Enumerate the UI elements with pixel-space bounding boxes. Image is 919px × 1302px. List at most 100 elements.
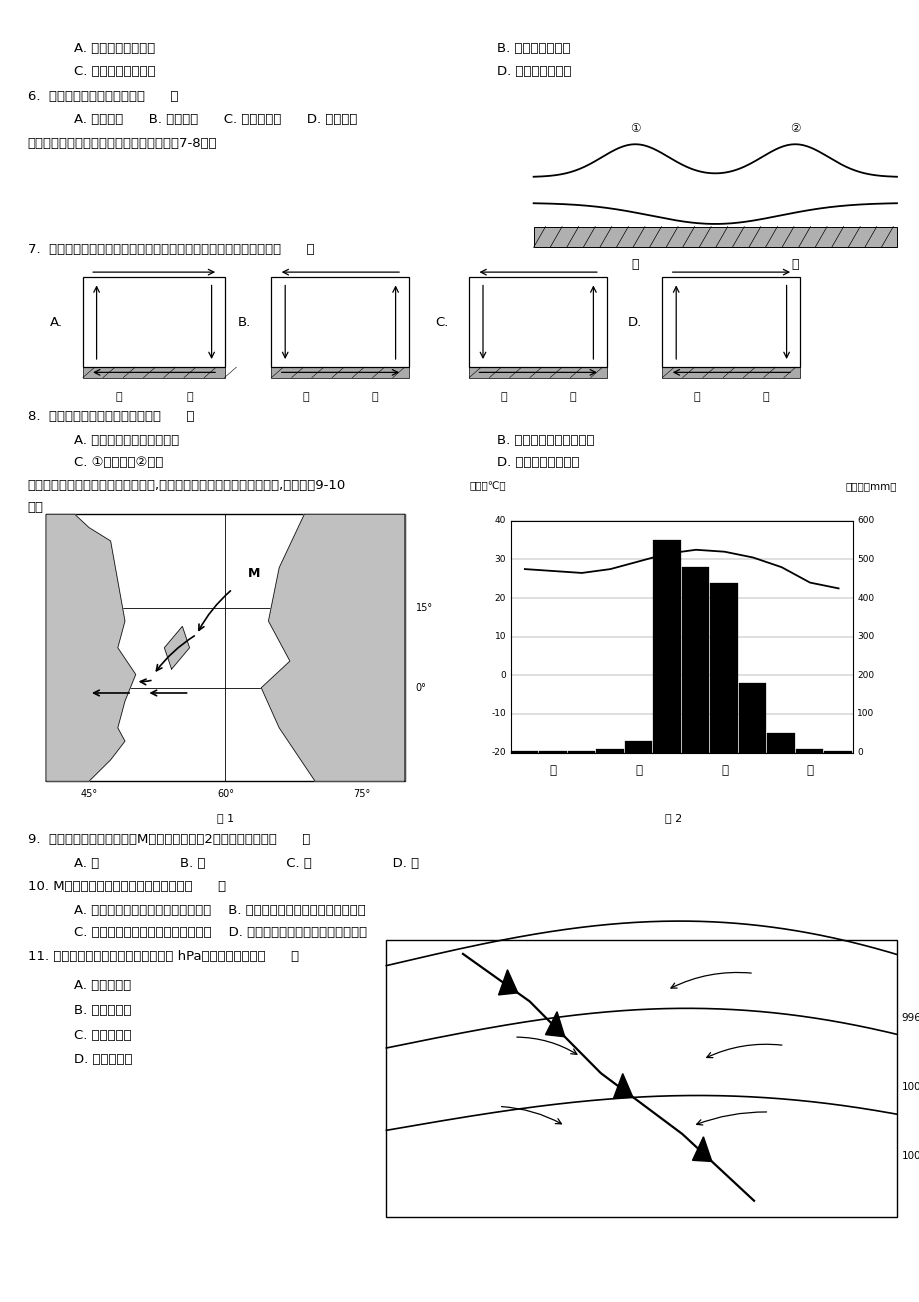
Text: 600: 600 <box>857 517 874 525</box>
Text: 11. 如图为局部天气系统示意图（单位 hPa），图中锋面是（      ）: 11. 如图为局部天气系统示意图（单位 hPa），图中锋面是（ ） <box>28 950 299 963</box>
Bar <box>795 749 823 753</box>
Text: 降水量（mm）: 降水量（mm） <box>845 480 896 491</box>
Text: B. 北半球冷锋: B. 北半球冷锋 <box>74 1004 131 1017</box>
Text: 乙: 乙 <box>569 392 575 402</box>
Bar <box>662 367 800 378</box>
Bar <box>386 940 896 1217</box>
Text: A. 太阳直射点南移，受东北信风控制    B. 副热带高压南移，受盛行西风控制: A. 太阳直射点南移，受东北信风控制 B. 副热带高压南移，受盛行西风控制 <box>74 904 365 917</box>
Text: B. 红海面积将变小: B. 红海面积将变小 <box>496 42 570 55</box>
Polygon shape <box>165 626 189 669</box>
Polygon shape <box>613 1074 632 1099</box>
Text: 乙: 乙 <box>635 764 641 777</box>
Text: 甲: 甲 <box>693 392 699 402</box>
Bar <box>539 751 566 753</box>
Text: 甲: 甲 <box>550 764 556 777</box>
Bar <box>46 514 404 781</box>
Text: 丁: 丁 <box>806 764 812 777</box>
Text: D. 甲地可能形成台风: D. 甲地可能形成台风 <box>496 456 579 469</box>
Text: 图 2: 图 2 <box>664 812 682 823</box>
Text: 图１为某海域某季节洋流分布示意图,图２为该海域沿岸Ｍ地气候资料图,读图完成9-10: 图１为某海域某季节洋流分布示意图,图２为该海域沿岸Ｍ地气候资料图,读图完成9-1… <box>28 479 346 492</box>
Text: A. 北半球暖锋: A. 北半球暖锋 <box>74 979 130 992</box>
Bar <box>709 582 737 753</box>
Text: 乙: 乙 <box>762 392 768 402</box>
Text: A.: A. <box>50 316 62 328</box>
Text: D. 庐山多陡崖绝壁: D. 庐山多陡崖绝壁 <box>496 65 571 78</box>
Bar <box>83 277 225 367</box>
Polygon shape <box>261 514 404 781</box>
Bar <box>469 367 607 378</box>
Text: 甲: 甲 <box>631 258 639 271</box>
Bar <box>662 277 800 367</box>
Bar <box>533 227 896 247</box>
Text: C. 喜马拉雅山脉高大: C. 喜马拉雅山脉高大 <box>74 65 155 78</box>
Text: 乙: 乙 <box>371 392 378 402</box>
Polygon shape <box>46 514 136 781</box>
Text: 45°: 45° <box>80 789 97 799</box>
Bar <box>510 751 538 753</box>
Text: ①: ① <box>630 122 640 135</box>
Text: 1004: 1004 <box>901 1151 919 1161</box>
Text: 200: 200 <box>857 671 874 680</box>
Text: A. 甲地为海洋，乙地为陆地: A. 甲地为海洋，乙地为陆地 <box>74 434 178 447</box>
Text: 996: 996 <box>901 1013 919 1022</box>
Text: C. 气压带风带北移，受赤道低压控制    D. 气压带风带北移，受西南季风控制: C. 气压带风带北移，受赤道低压控制 D. 气压带风带北移，受西南季风控制 <box>74 926 367 939</box>
Text: A. 大气辐射      B. 地面辐射      C. 大气逆辐射      D. 太阳辐射: A. 大气辐射 B. 地面辐射 C. 大气逆辐射 D. 太阳辐射 <box>74 113 357 126</box>
Text: 甲: 甲 <box>115 392 121 402</box>
Text: C. 南半球暖锋: C. 南半球暖锋 <box>74 1029 131 1042</box>
Bar <box>469 277 607 367</box>
Text: 气温（℃）: 气温（℃） <box>469 480 505 491</box>
Text: 乙: 乙 <box>790 258 798 271</box>
Text: 500: 500 <box>857 555 874 564</box>
Text: B.: B. <box>238 316 251 328</box>
Bar <box>271 277 409 367</box>
Text: 0: 0 <box>857 749 862 756</box>
Text: 400: 400 <box>857 594 874 603</box>
Text: 甲: 甲 <box>302 392 309 402</box>
Text: A. 甲                   B. 乙                   C. 丙                   D. 丁: A. 甲 B. 乙 C. 丙 D. 丁 <box>74 857 418 870</box>
Text: 6.  对流层大气的直接热源是（      ）: 6. 对流层大气的直接热源是（ ） <box>28 90 178 103</box>
Text: -20: -20 <box>491 749 505 756</box>
Text: 10. M地此时气候特征的形成主要是因为（      ）: 10. M地此时气候特征的形成主要是因为（ ） <box>28 880 225 893</box>
Bar <box>823 751 851 753</box>
Text: D. 南半球冷锋: D. 南半球冷锋 <box>74 1053 132 1066</box>
Bar <box>738 684 766 753</box>
Polygon shape <box>498 970 517 995</box>
Text: 100: 100 <box>857 710 874 719</box>
Text: M: M <box>247 566 260 579</box>
Text: 300: 300 <box>857 633 874 641</box>
Text: 丙: 丙 <box>720 764 727 777</box>
Text: 8.  关于示意图的叙述，正确的是（      ）: 8. 关于示意图的叙述，正确的是（ ） <box>28 410 194 423</box>
Bar <box>596 749 623 753</box>
Text: 40: 40 <box>494 517 505 525</box>
Bar <box>652 540 680 753</box>
Text: 0°: 0° <box>415 682 426 693</box>
Bar <box>766 733 794 753</box>
Polygon shape <box>545 1012 564 1036</box>
Text: C. ①处气压比②处高: C. ①处气压比②处高 <box>74 456 163 469</box>
Text: B. 乙地可能出现阴雨天气: B. 乙地可能出现阴雨天气 <box>496 434 594 447</box>
Text: A. 地中海面积将变大: A. 地中海面积将变大 <box>74 42 154 55</box>
Text: D.: D. <box>628 316 641 328</box>
Text: ②: ② <box>789 122 800 135</box>
Bar <box>681 568 709 753</box>
Text: 15°: 15° <box>415 603 433 613</box>
Text: 30: 30 <box>494 555 505 564</box>
Text: 0: 0 <box>500 671 505 680</box>
Text: 读下图甲、乙两地等压面分布示意图，回答7-8题。: 读下图甲、乙两地等压面分布示意图，回答7-8题。 <box>28 137 217 150</box>
Bar <box>271 367 409 378</box>
Text: C.: C. <box>435 316 448 328</box>
Text: 60°: 60° <box>217 789 233 799</box>
Text: 甲: 甲 <box>500 392 506 402</box>
Text: 乙: 乙 <box>187 392 193 402</box>
Bar <box>567 751 595 753</box>
Text: 75°: 75° <box>353 789 370 799</box>
Bar <box>624 741 652 753</box>
Text: 10: 10 <box>494 633 505 641</box>
Text: 20: 20 <box>494 594 505 603</box>
Text: 图 1: 图 1 <box>217 812 233 823</box>
Text: 1000: 1000 <box>901 1082 919 1092</box>
Bar <box>83 367 225 378</box>
Text: 7.  下面四幅热力环流示意图中，与上图所示气压分布状态相符的是（      ）: 7. 下面四幅热力环流示意图中，与上图所示气压分布状态相符的是（ ） <box>28 243 314 256</box>
Polygon shape <box>692 1137 711 1161</box>
Text: 9.  该海域盛行图示洋流时，M地气候状况在图2中对应的时段为（      ）: 9. 该海域盛行图示洋流时，M地气候状况在图2中对应的时段为（ ） <box>28 833 310 846</box>
